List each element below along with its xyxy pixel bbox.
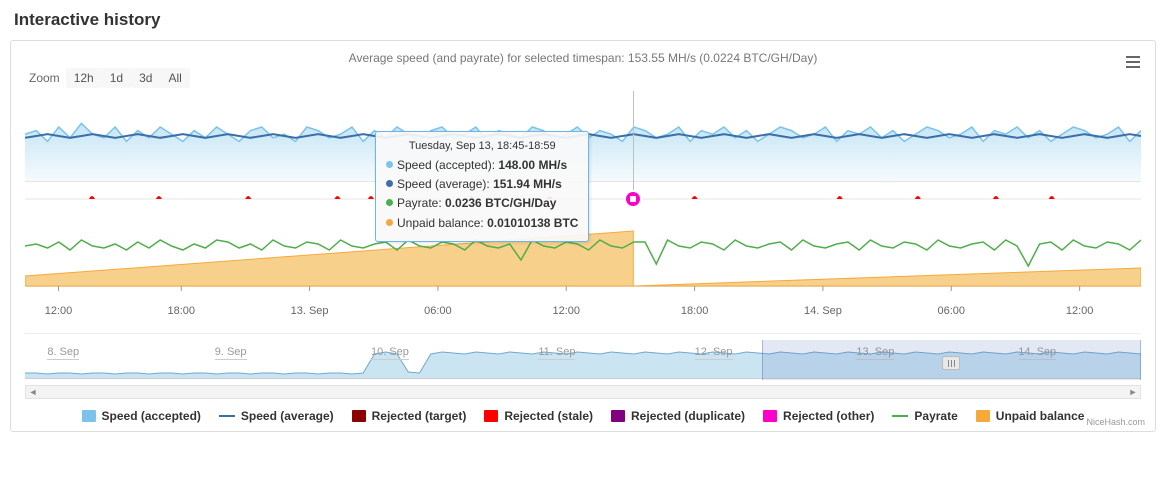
zoom-12h[interactable]: 12h — [66, 68, 102, 88]
tooltip-row: Payrate: 0.0236 BTC/GH/Day — [386, 194, 578, 213]
legend-item[interactable]: Rejected (target) — [352, 409, 467, 423]
legend-label: Rejected (stale) — [504, 409, 593, 423]
zoom-label: Zoom — [29, 71, 60, 85]
chart-subtitle: Average speed (and payrate) for selected… — [25, 51, 1141, 65]
legend-label: Payrate — [914, 409, 957, 423]
legend: Speed (accepted) Speed (average) Rejected … — [25, 409, 1141, 423]
navigator-tick: 12. Sep — [695, 346, 733, 360]
menu-icon[interactable] — [1121, 51, 1145, 73]
legend-label: Rejected (target) — [372, 409, 467, 423]
legend-swatch — [352, 410, 366, 422]
tooltip-header: Tuesday, Sep 13, 18:45-18:59 — [386, 140, 578, 152]
hover-line — [633, 91, 634, 205]
tooltip-row: Unpaid balance: 0.01010138 BTC — [386, 214, 578, 233]
zoom-3d[interactable]: 3d — [131, 68, 160, 88]
xaxis-tick: 06:00 — [424, 305, 452, 317]
xaxis-tick: 13. Sep — [291, 305, 329, 317]
xaxis-tick: 12:00 — [552, 305, 580, 317]
legend-swatch — [484, 410, 498, 422]
tooltip-row: Speed (accepted): 148.00 MH/s — [386, 156, 578, 175]
legend-item[interactable]: Unpaid balance — [976, 409, 1085, 423]
legend-swatch — [763, 410, 777, 422]
legend-item[interactable]: Payrate — [892, 409, 957, 423]
navigator[interactable]: 8. Sep9. Sep10. Sep11. Sep12. Sep13. Sep… — [25, 333, 1141, 383]
legend-label: Rejected (other) — [783, 409, 874, 423]
legend-swatch — [976, 410, 990, 422]
chart-credit: NiceHash.com — [1086, 417, 1145, 427]
scroll-right-icon[interactable]: ► — [1126, 386, 1140, 398]
legend-swatch — [82, 410, 96, 422]
legend-swatch — [892, 415, 908, 417]
navigator-handle[interactable] — [942, 356, 960, 370]
tooltip-row: Speed (average): 151.94 MH/s — [386, 175, 578, 194]
legend-item[interactable]: Rejected (duplicate) — [611, 409, 745, 423]
xaxis-tick: 18:00 — [681, 305, 709, 317]
navigator-tick: 9. Sep — [215, 346, 247, 360]
legend-label: Rejected (duplicate) — [631, 409, 745, 423]
legend-swatch — [219, 415, 235, 417]
page-title: Interactive history — [14, 10, 1156, 30]
legend-label: Speed (accepted) — [102, 409, 201, 423]
navigator-tick: 10. Sep — [371, 346, 409, 360]
xaxis-tick: 18:00 — [167, 305, 195, 317]
legend-label: Unpaid balance — [996, 409, 1085, 423]
main-chart[interactable]: Tuesday, Sep 13, 18:45-18:59 Speed (acce… — [25, 91, 1141, 301]
navigator-tick: 11. Sep — [538, 346, 575, 360]
legend-item[interactable]: Rejected (stale) — [484, 409, 593, 423]
zoom-controls: Zoom 12h1d3dAll — [29, 71, 1141, 85]
xaxis-tick: 14. Sep — [804, 305, 842, 317]
chart-tooltip: Tuesday, Sep 13, 18:45-18:59 Speed (acce… — [375, 131, 589, 242]
navigator-scrollbar[interactable]: ◄ ► — [25, 385, 1141, 399]
scroll-left-icon[interactable]: ◄ — [26, 386, 40, 398]
zoom-1d[interactable]: 1d — [102, 68, 131, 88]
legend-label: Speed (average) — [241, 409, 334, 423]
chart-card: Average speed (and payrate) for selected… — [10, 40, 1156, 432]
zoom-all[interactable]: All — [160, 68, 189, 88]
legend-swatch — [611, 410, 625, 422]
legend-item[interactable]: Speed (accepted) — [82, 409, 201, 423]
xaxis-tick: 12:00 — [1066, 305, 1094, 317]
xaxis-tick: 06:00 — [938, 305, 966, 317]
legend-item[interactable]: Speed (average) — [219, 409, 334, 423]
navigator-tick: 8. Sep — [47, 346, 79, 360]
xaxis-labels: 12:00 18:00 13. Sep 06:00 12:00 18:00 14. Sep 0… — [25, 305, 1141, 321]
hover-badge-icon — [624, 190, 642, 208]
xaxis-tick: 12:00 — [45, 305, 73, 317]
legend-item[interactable]: Rejected (other) — [763, 409, 874, 423]
